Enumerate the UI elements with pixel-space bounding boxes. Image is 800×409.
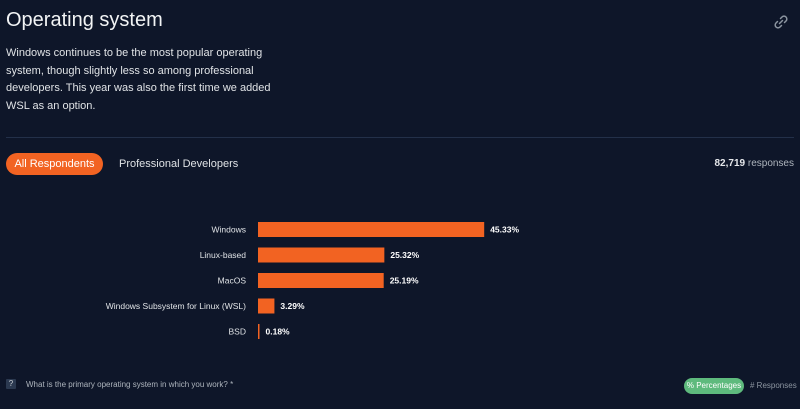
- question-icon: ?: [6, 379, 16, 389]
- data-label: 25.19%: [390, 276, 419, 286]
- data-label: 0.18%: [266, 327, 291, 337]
- bar: [258, 222, 485, 237]
- data-label: 45.33%: [490, 225, 519, 235]
- category-label: Windows Subsystem for Linux (WSL): [106, 301, 246, 311]
- data-label: 25.32%: [390, 250, 419, 260]
- bar: [258, 247, 385, 263]
- question-text: What is the primary operating system in …: [26, 379, 234, 389]
- tab-professional-developers[interactable]: Professional Developers: [119, 158, 239, 170]
- page-title: Operating system: [6, 9, 163, 31]
- category-label: MacOS: [218, 276, 247, 286]
- bar: [258, 273, 384, 288]
- response-count-label: responses: [747, 158, 794, 169]
- toggle-percentages[interactable]: % Percentages: [684, 378, 744, 394]
- category-label: BSD: [229, 327, 246, 337]
- bar: [258, 298, 275, 314]
- section-description: Windows continues to be the most popular…: [6, 47, 271, 112]
- category-label: Linux-based: [200, 250, 247, 260]
- bar: [258, 324, 260, 339]
- response-count: 82,719 responses: [714, 153, 794, 175]
- survey-question: ? What is the primary operating system i…: [6, 379, 233, 389]
- link-icon[interactable]: [773, 14, 789, 30]
- data-label: 3.29%: [280, 301, 305, 311]
- bar-chart: Windows 45.33% Linux-based 25.32% MacOS 25.19…: [106, 222, 519, 339]
- response-count-value: 82,719: [714, 158, 746, 169]
- tab-all-respondents[interactable]: All Respondents: [6, 153, 103, 175]
- toggle-responses[interactable]: # Responses: [750, 381, 797, 390]
- category-label: Windows: [212, 225, 246, 235]
- divider: [6, 137, 794, 138]
